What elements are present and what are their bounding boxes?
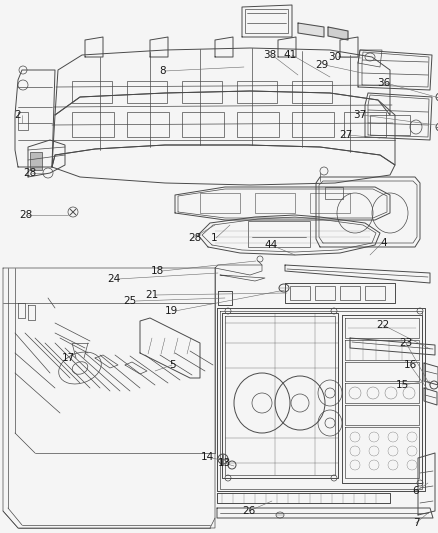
Text: 25: 25	[124, 296, 137, 306]
Text: 23: 23	[399, 338, 413, 348]
Text: 21: 21	[145, 290, 159, 300]
Text: 16: 16	[403, 360, 417, 370]
Text: 44: 44	[265, 240, 278, 250]
Text: 18: 18	[150, 266, 164, 276]
Text: 41: 41	[283, 50, 297, 60]
Bar	[255, 193, 295, 213]
Text: 26: 26	[242, 506, 256, 516]
Bar	[200, 193, 240, 213]
Text: 14: 14	[200, 452, 214, 462]
Text: 4: 4	[381, 238, 387, 248]
Text: 2: 2	[15, 110, 21, 120]
Bar	[292, 81, 332, 103]
Bar	[340, 286, 360, 300]
Bar	[237, 81, 277, 103]
Text: 19: 19	[164, 306, 178, 316]
Text: 38: 38	[263, 50, 277, 60]
Bar	[18, 112, 28, 130]
Bar	[127, 81, 167, 103]
Bar	[245, 9, 288, 33]
Bar	[344, 112, 386, 137]
Bar	[292, 112, 334, 137]
Bar	[325, 187, 343, 199]
Text: 5: 5	[169, 360, 175, 370]
Bar	[182, 112, 224, 137]
Text: 30: 30	[328, 52, 342, 62]
Polygon shape	[298, 23, 324, 37]
Text: 15: 15	[396, 380, 409, 390]
Text: 24: 24	[107, 274, 120, 284]
Text: 6: 6	[413, 486, 419, 496]
Text: 36: 36	[378, 78, 391, 88]
Bar	[72, 81, 112, 103]
Text: 37: 37	[353, 110, 367, 120]
Bar	[310, 193, 350, 213]
Text: 8: 8	[160, 66, 166, 76]
Polygon shape	[328, 27, 348, 40]
Bar	[315, 286, 335, 300]
Bar	[30, 152, 42, 170]
Text: 7: 7	[413, 518, 419, 528]
Text: 28: 28	[23, 168, 37, 178]
Bar	[72, 112, 114, 137]
Text: 17: 17	[61, 353, 74, 363]
Text: 28: 28	[188, 233, 201, 243]
Bar	[370, 115, 410, 135]
Bar	[365, 286, 385, 300]
Text: 22: 22	[376, 320, 390, 330]
Text: 27: 27	[339, 130, 353, 140]
Bar	[237, 112, 279, 137]
Text: 1: 1	[211, 233, 217, 243]
Bar	[248, 221, 310, 247]
Text: 13: 13	[217, 458, 231, 468]
Bar	[182, 81, 222, 103]
Bar	[127, 112, 169, 137]
Text: 28: 28	[19, 210, 32, 220]
Text: 29: 29	[315, 60, 328, 70]
Bar	[290, 286, 310, 300]
